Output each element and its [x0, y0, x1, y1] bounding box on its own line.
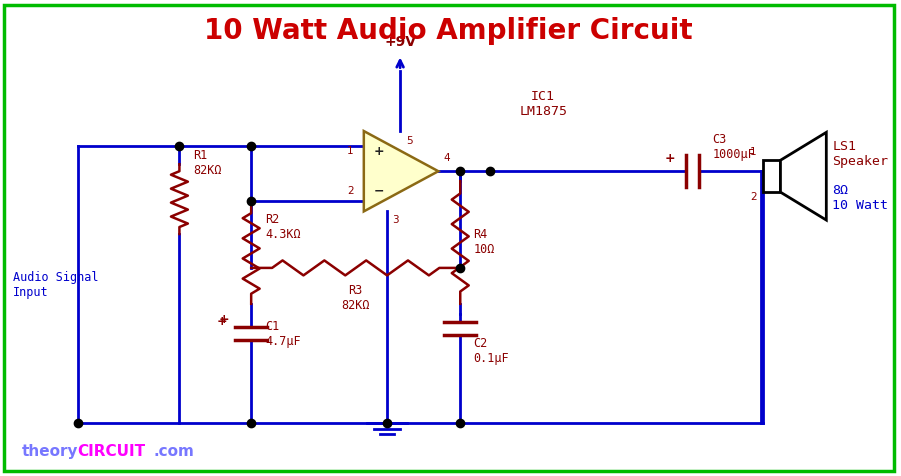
Text: 1: 1 — [347, 146, 354, 156]
Text: CIRCUIT: CIRCUIT — [77, 444, 146, 459]
Text: C2
0.1μF: C2 0.1μF — [473, 337, 509, 365]
Text: −: − — [374, 185, 385, 198]
Text: C1
4.7μF: C1 4.7μF — [265, 320, 301, 347]
Text: 2: 2 — [347, 186, 354, 196]
Text: +: + — [374, 145, 385, 158]
Text: IC1
LM1875: IC1 LM1875 — [519, 90, 568, 119]
Text: 3: 3 — [392, 215, 399, 225]
Text: 4: 4 — [443, 153, 450, 163]
Text: +9V: +9V — [384, 35, 416, 49]
Text: Audio Signal
Input: Audio Signal Input — [13, 271, 98, 299]
Text: 5: 5 — [406, 136, 413, 146]
Polygon shape — [780, 132, 826, 220]
Text: 8Ω
10 Watt: 8Ω 10 Watt — [833, 184, 888, 212]
Text: +: + — [664, 152, 675, 165]
Text: R4
10Ω: R4 10Ω — [473, 228, 495, 257]
Text: 2: 2 — [750, 192, 757, 202]
Text: C3
1000μF: C3 1000μF — [713, 133, 755, 161]
Text: R2
4.3KΩ: R2 4.3KΩ — [265, 213, 301, 241]
Text: R3
82KΩ: R3 82KΩ — [341, 284, 370, 312]
Text: +: + — [216, 315, 227, 328]
Polygon shape — [364, 131, 438, 211]
Text: LS1
Speaker: LS1 Speaker — [833, 140, 888, 169]
Text: .com: .com — [153, 444, 195, 459]
Text: theory: theory — [22, 444, 78, 459]
Text: +: + — [219, 313, 229, 326]
Text: 10 Watt Audio Amplifier Circuit: 10 Watt Audio Amplifier Circuit — [205, 17, 693, 45]
Text: 1: 1 — [750, 147, 757, 157]
Bar — [762, 160, 780, 192]
Text: R1
82KΩ: R1 82KΩ — [194, 149, 222, 177]
